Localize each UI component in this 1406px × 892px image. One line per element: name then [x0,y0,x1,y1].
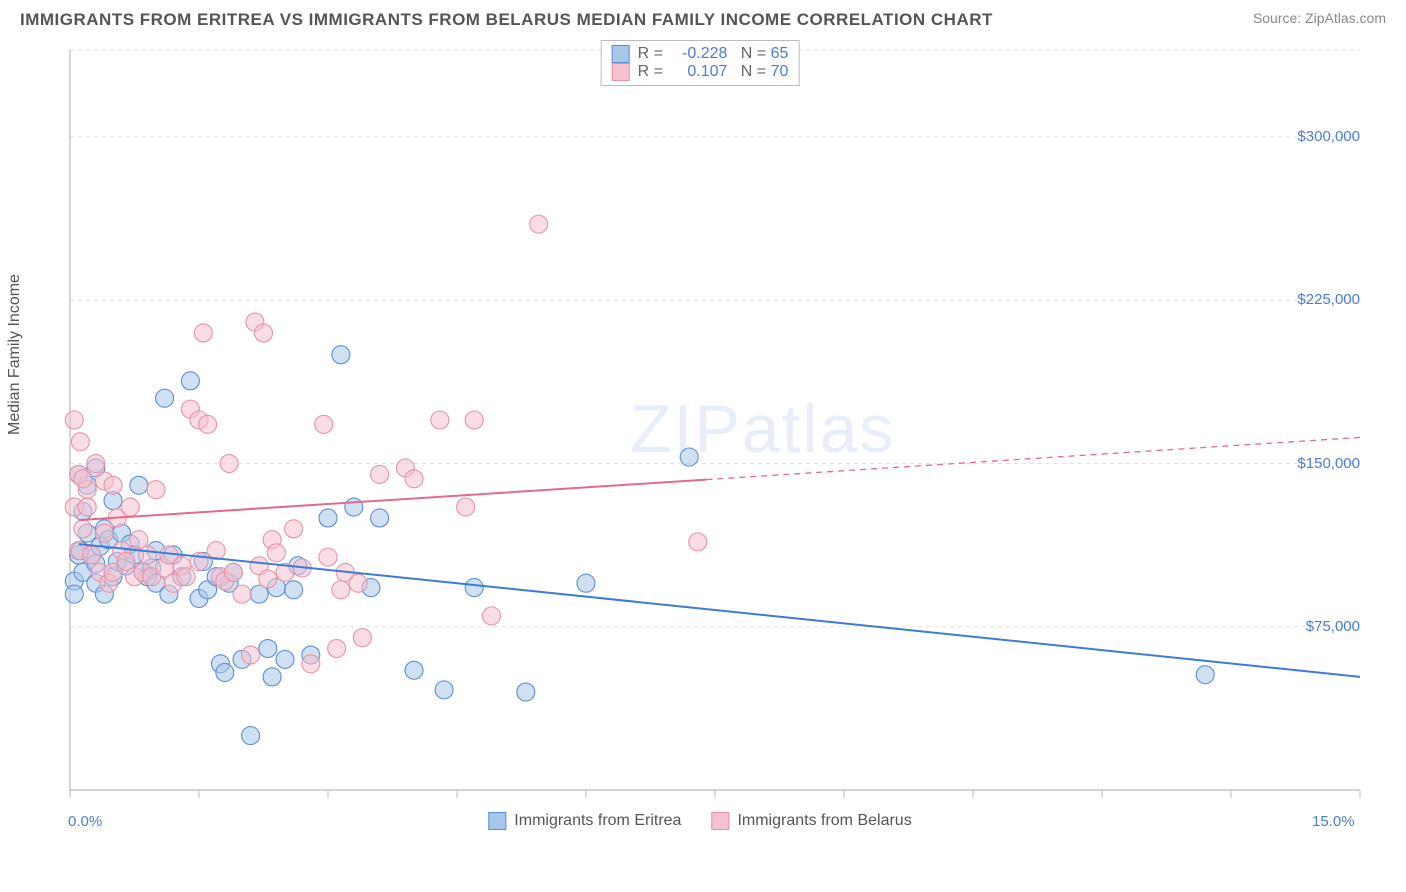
data-point [263,668,281,686]
data-point [689,533,707,551]
legend-item: Immigrants from Belarus [711,812,911,830]
data-point [71,433,89,451]
data-point [181,372,199,390]
data-point [345,498,363,516]
y-tick-label: $75,000 [1306,618,1360,635]
legend: Immigrants from Eritrea Immigrants from B… [488,812,911,830]
legend-swatch [612,63,630,81]
data-point [242,727,260,745]
data-point [530,215,548,233]
data-point [65,411,83,429]
legend-item: Immigrants from Eritrea [488,812,681,830]
data-point [1196,666,1214,684]
data-point [332,581,350,599]
data-point [457,498,475,516]
data-point [156,389,174,407]
data-point [465,411,483,429]
legend-label: Immigrants from Belarus [737,812,911,830]
data-point [517,683,535,701]
legend-swatch [488,812,506,830]
data-point [276,650,294,668]
data-point [353,629,371,647]
data-point [65,585,83,603]
data-point [147,481,165,499]
data-point [315,415,333,433]
chart-title: IMMIGRANTS FROM ERITREA VS IMMIGRANTS FR… [20,10,993,30]
data-point [130,476,148,494]
data-point [242,646,260,664]
stats-row: R = 0.107 N = 70 [612,63,789,81]
data-point [138,546,156,564]
data-point [267,544,285,562]
data-point [405,661,423,679]
legend-swatch [612,45,630,63]
data-point [233,585,251,603]
data-point [319,509,337,527]
data-point [435,681,453,699]
data-point [87,455,105,473]
data-point [220,455,238,473]
x-tick-label: 0.0% [68,813,102,830]
data-point [371,509,389,527]
data-point [328,640,346,658]
data-point [216,663,234,681]
y-tick-label: $150,000 [1297,455,1360,472]
chart-area: Median Family Income R = -0.228 N = 65R … [20,40,1380,830]
data-point [349,574,367,592]
data-point [83,546,101,564]
data-point [74,520,92,538]
data-point [371,465,389,483]
data-point [259,640,277,658]
data-point [482,607,500,625]
data-point [577,574,595,592]
stats-box: R = -0.228 N = 65R = 0.107 N = 70 [601,40,800,86]
trend-line [79,480,707,521]
data-point [285,520,303,538]
data-point [259,570,277,588]
data-point [104,476,122,494]
data-point [302,655,320,673]
data-point [285,581,303,599]
data-point [405,470,423,488]
data-point [319,548,337,566]
data-point [224,563,242,581]
x-tick-label: 15.0% [1312,813,1355,830]
stats-row: R = -0.228 N = 65 [612,45,789,63]
source-label: Source: ZipAtlas.com [1253,10,1386,26]
legend-label: Immigrants from Eritrea [514,812,681,830]
legend-swatch [711,812,729,830]
watermark: ZIPatlas [630,390,895,468]
data-point [74,470,92,488]
data-point [199,415,217,433]
data-point [95,524,113,542]
data-point [332,346,350,364]
data-point [121,498,139,516]
data-point [431,411,449,429]
y-tick-label: $300,000 [1297,128,1360,145]
data-point [255,324,273,342]
data-point [194,324,212,342]
data-point [177,568,195,586]
data-point [465,579,483,597]
y-tick-label: $225,000 [1297,291,1360,308]
y-axis-label: Median Family Income [6,274,24,435]
data-point [78,498,96,516]
